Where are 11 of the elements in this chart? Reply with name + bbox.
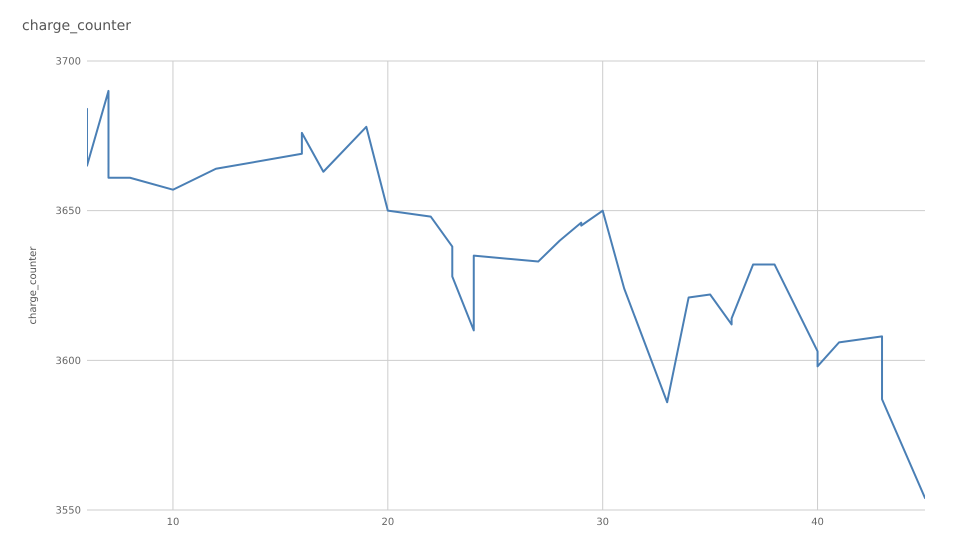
y-tick-label: 3550	[56, 506, 81, 516]
y-axis-title: charge_counter	[28, 246, 39, 324]
x-tick-label: 20	[381, 517, 394, 528]
y-tick-label: 3600	[56, 356, 81, 367]
x-tick-label: 30	[596, 517, 610, 528]
line-series	[87, 90, 925, 500]
x-tick-label: 10	[166, 517, 180, 528]
x-tick-label: 40	[811, 517, 824, 528]
y-tick-label: 3700	[56, 56, 81, 68]
chart-title: charge_counter	[22, 18, 132, 34]
y-tick-label: 3650	[56, 206, 81, 218]
